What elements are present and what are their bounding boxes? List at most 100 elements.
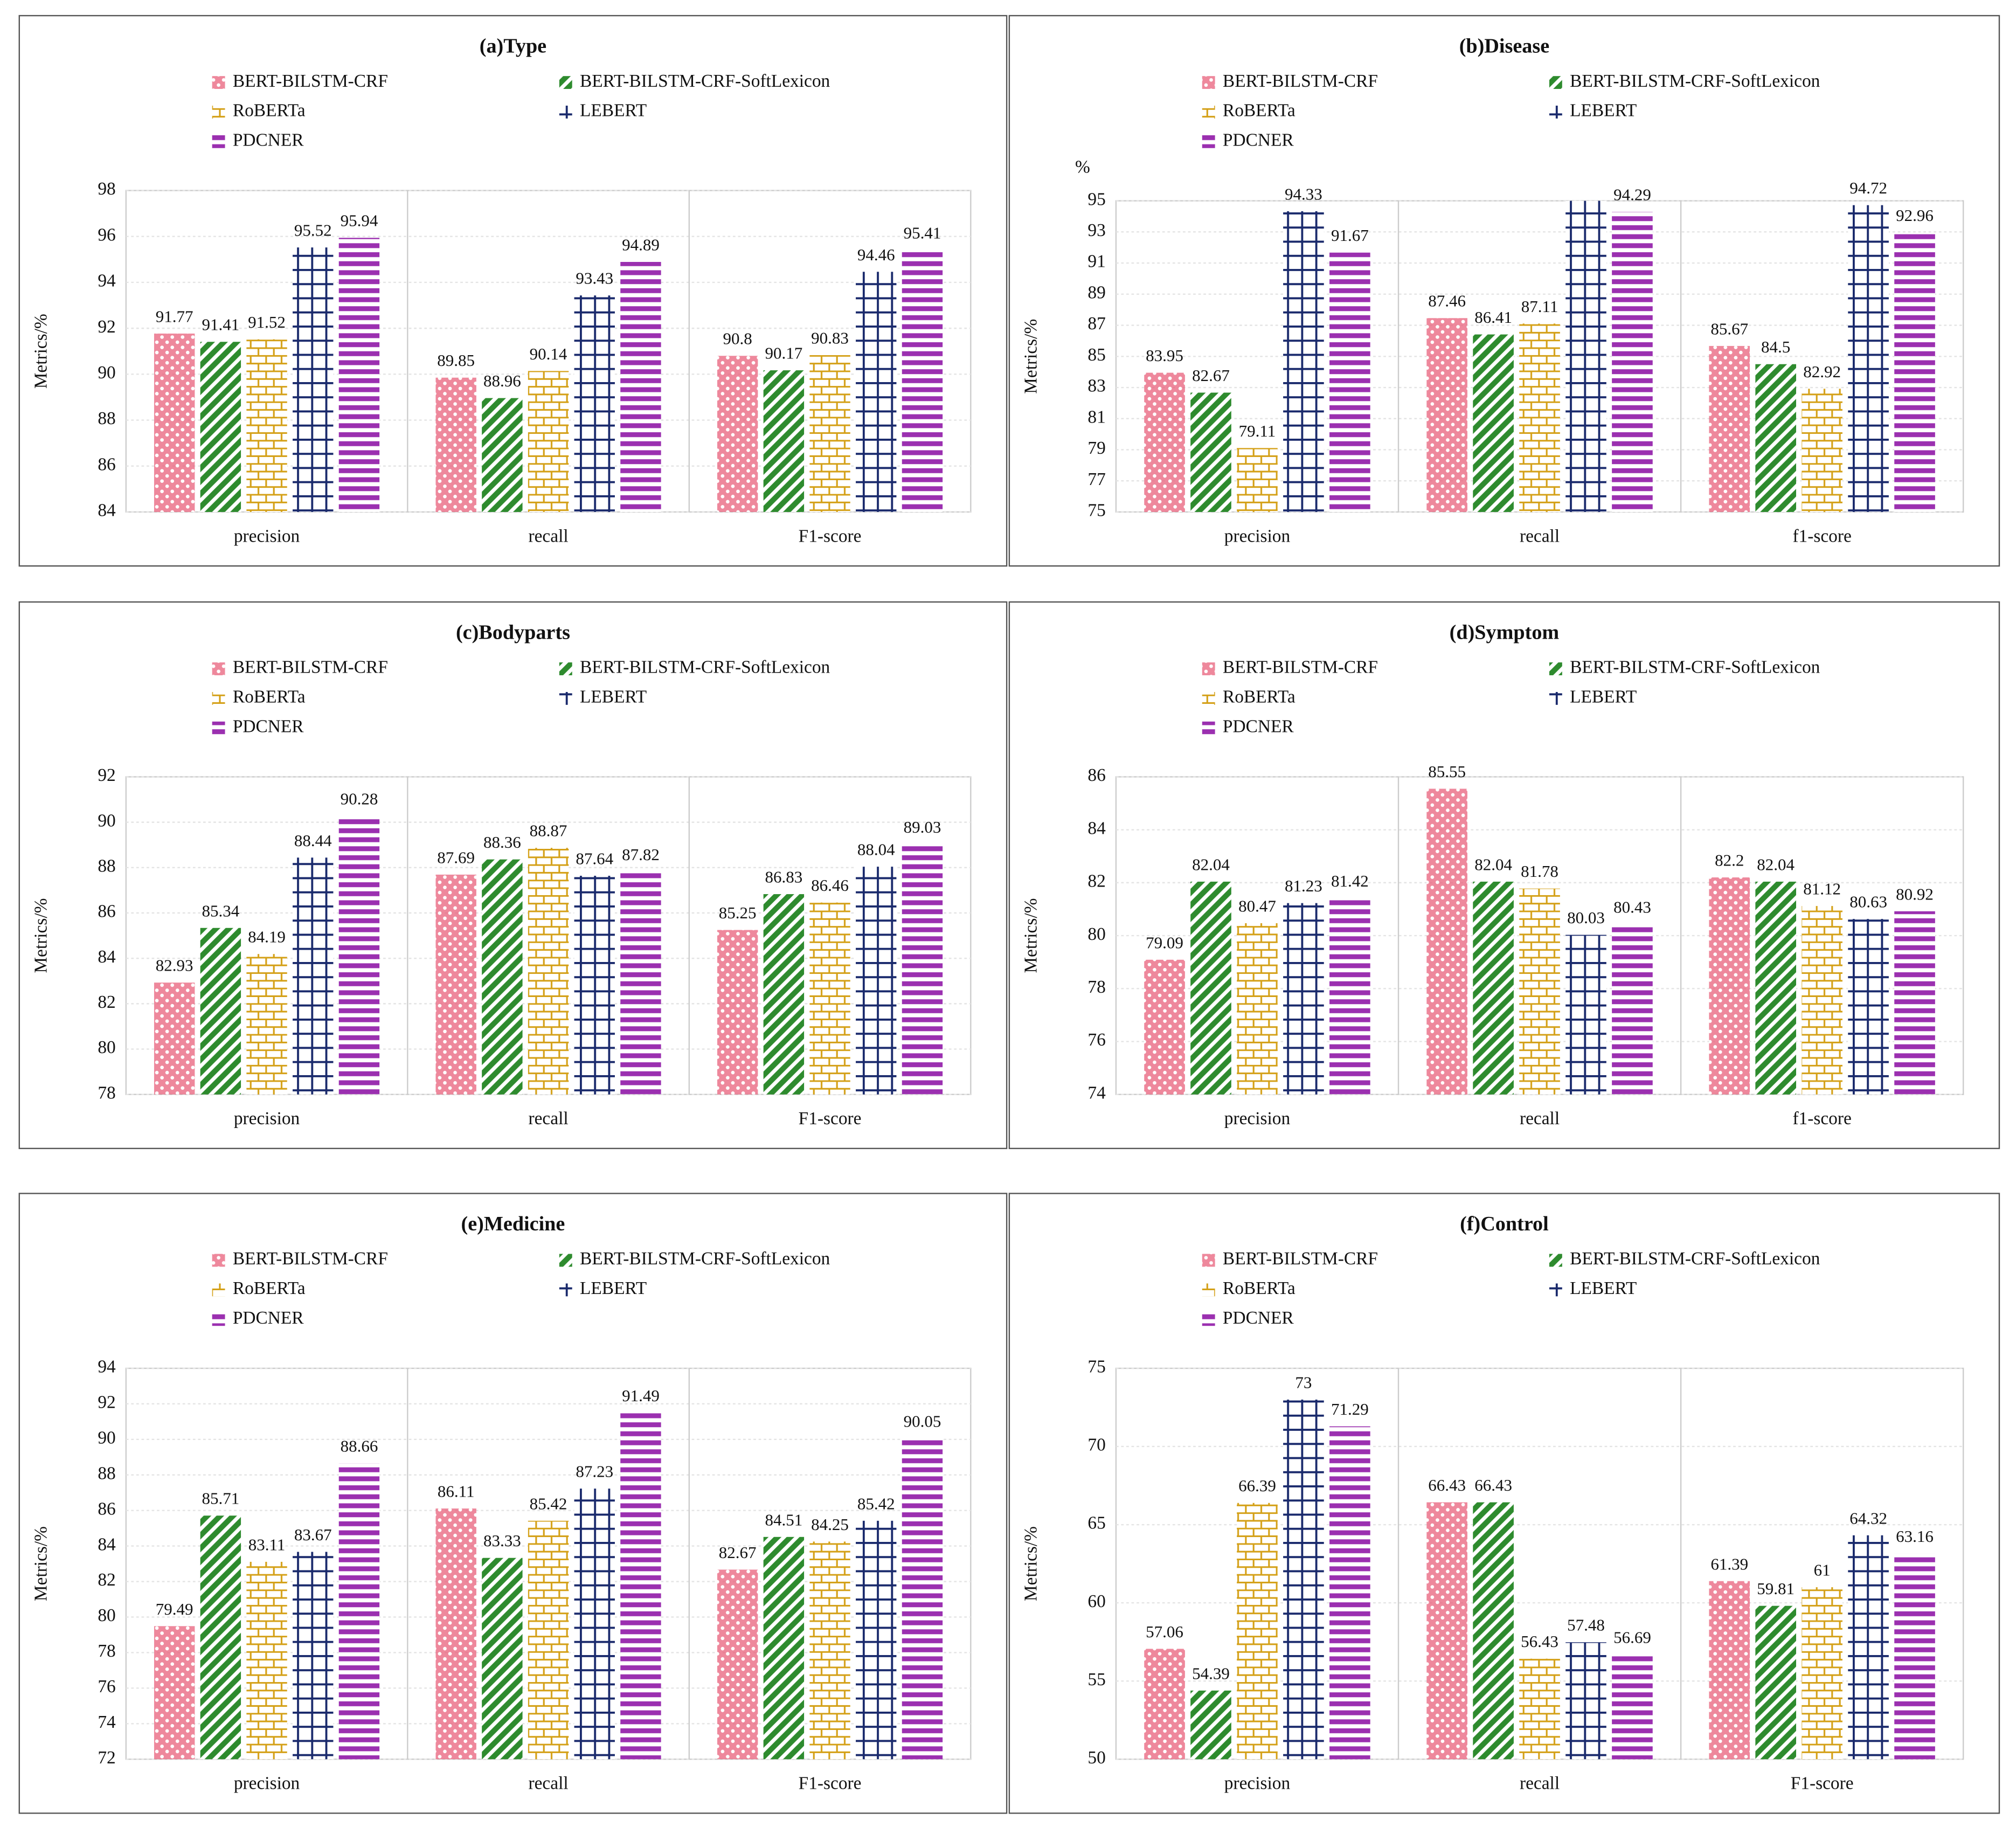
bar	[482, 398, 523, 512]
y-tick-label: 76	[1087, 1030, 1105, 1050]
legend-label: PDCNER	[233, 130, 304, 150]
legend-label: LEBERT	[580, 687, 647, 707]
bar	[1755, 881, 1797, 1095]
x-tick-label: precision	[1224, 1109, 1291, 1129]
legend-label: BERT-BILSTM-CRF	[233, 71, 388, 91]
legend-label: BERT-BILSTM-CRF-SoftLexicon	[580, 1249, 830, 1269]
bar	[338, 815, 380, 1095]
bar	[574, 1489, 615, 1760]
value-label: 82.2	[1715, 851, 1744, 870]
bar	[200, 928, 241, 1095]
legend-label: BERT-BILSTM-CRF-SoftLexicon	[580, 658, 830, 677]
y-tick-label: 79	[1087, 438, 1105, 458]
x-tick-label: F1-score	[799, 1109, 862, 1129]
value-label: 61	[1814, 1561, 1831, 1580]
value-label: 57.06	[1146, 1622, 1183, 1641]
y-tick-label: 55	[1087, 1670, 1105, 1690]
bar	[1519, 323, 1560, 512]
value-label: 85.67	[1710, 319, 1748, 338]
legend-label: RoBERTa	[1223, 1278, 1295, 1298]
bar	[809, 902, 850, 1095]
bar	[1894, 232, 1935, 512]
bar	[1612, 924, 1653, 1095]
legend-label: BERT-BILSTM-CRF-SoftLexicon	[1570, 1249, 1820, 1269]
chart-title: (d)Symptom	[1450, 621, 1560, 643]
legend-swatch	[1549, 691, 1562, 705]
bar	[1190, 392, 1231, 512]
chart-panel: (b)Disease BERT-BILSTM-CRF BERT-BILSTM-CRF…	[1008, 15, 2000, 567]
legend-label: PDCNER	[1223, 130, 1294, 150]
legend-swatch	[1202, 662, 1215, 675]
bar	[1237, 923, 1278, 1095]
legend-swatch	[1202, 135, 1215, 148]
legend-swatch	[559, 76, 572, 89]
y-tick-label: 90	[98, 1428, 115, 1448]
bar	[1848, 205, 1889, 512]
value-label: 88.87	[530, 821, 567, 840]
legend-swatch	[1549, 1254, 1562, 1267]
x-tick-label: precision	[1224, 1774, 1291, 1794]
value-label: 85.55	[1428, 762, 1466, 781]
value-label: 83.95	[1146, 346, 1183, 365]
value-label: 88.96	[483, 371, 521, 390]
y-tick-label: 75	[1087, 1357, 1105, 1377]
bar	[1190, 1690, 1231, 1760]
value-label: 82.93	[156, 956, 193, 975]
value-label: 94.72	[1849, 178, 1887, 197]
bar	[717, 356, 758, 512]
legend-swatch	[1549, 106, 1562, 119]
legend-swatch	[559, 1283, 572, 1297]
y-tick-label: 80	[98, 1605, 115, 1625]
y-tick-label: 50	[1087, 1748, 1105, 1768]
value-label: 87.69	[437, 848, 475, 867]
bar	[856, 272, 897, 512]
bar	[1519, 888, 1560, 1095]
y-tick-label: 84	[98, 501, 116, 521]
legend-label: PDCNER	[1223, 1308, 1294, 1328]
value-label: 95.52	[294, 221, 332, 240]
y-tick-label: 72	[98, 1748, 115, 1768]
legend-label: PDCNER	[233, 1308, 304, 1328]
bar	[1709, 345, 1750, 512]
bar	[293, 1552, 334, 1760]
y-tick-label: 88	[98, 1463, 115, 1483]
bar	[1848, 919, 1889, 1095]
value-label: 80.43	[1613, 897, 1651, 916]
bar	[1473, 1502, 1514, 1760]
legend-swatch	[1202, 1254, 1215, 1267]
bar	[1709, 1581, 1750, 1760]
value-label: 54.39	[1192, 1664, 1230, 1683]
unit-label: %	[1075, 157, 1090, 177]
y-tick-label: 92	[98, 765, 115, 785]
legend-label: BERT-BILSTM-CRF	[1223, 1249, 1378, 1269]
y-tick-label: 77	[1087, 469, 1105, 489]
value-label: 90.8	[723, 329, 752, 348]
bar	[154, 333, 195, 512]
value-label: 90.14	[530, 344, 567, 363]
value-label: 87.11	[1521, 297, 1558, 316]
bar	[1565, 935, 1606, 1095]
y-tick-label: 80	[1087, 924, 1105, 944]
y-tick-label: 78	[98, 1641, 115, 1661]
value-label: 66.39	[1238, 1476, 1276, 1495]
x-tick-label: precision	[1224, 526, 1291, 546]
value-label: 91.52	[248, 313, 286, 331]
value-label: 91.49	[622, 1386, 660, 1405]
value-label: 90.17	[765, 344, 802, 363]
legend-swatch	[559, 106, 572, 119]
value-label: 88.44	[294, 831, 332, 850]
legend-swatch	[1549, 662, 1562, 675]
bar	[1894, 911, 1935, 1095]
value-label: 94.33	[1285, 184, 1322, 203]
value-label: 84.51	[765, 1510, 802, 1529]
bar	[574, 295, 615, 512]
value-label: 64.32	[1849, 1508, 1887, 1527]
value-label: 79.49	[156, 1600, 193, 1618]
x-tick-label: f1-score	[1792, 526, 1851, 546]
legend-swatch	[559, 691, 572, 705]
value-label: 82.92	[1803, 362, 1841, 381]
x-tick-label: F1-score	[1791, 1774, 1854, 1794]
y-tick-label: 80	[98, 1037, 115, 1057]
y-tick-label: 82	[1087, 871, 1105, 891]
